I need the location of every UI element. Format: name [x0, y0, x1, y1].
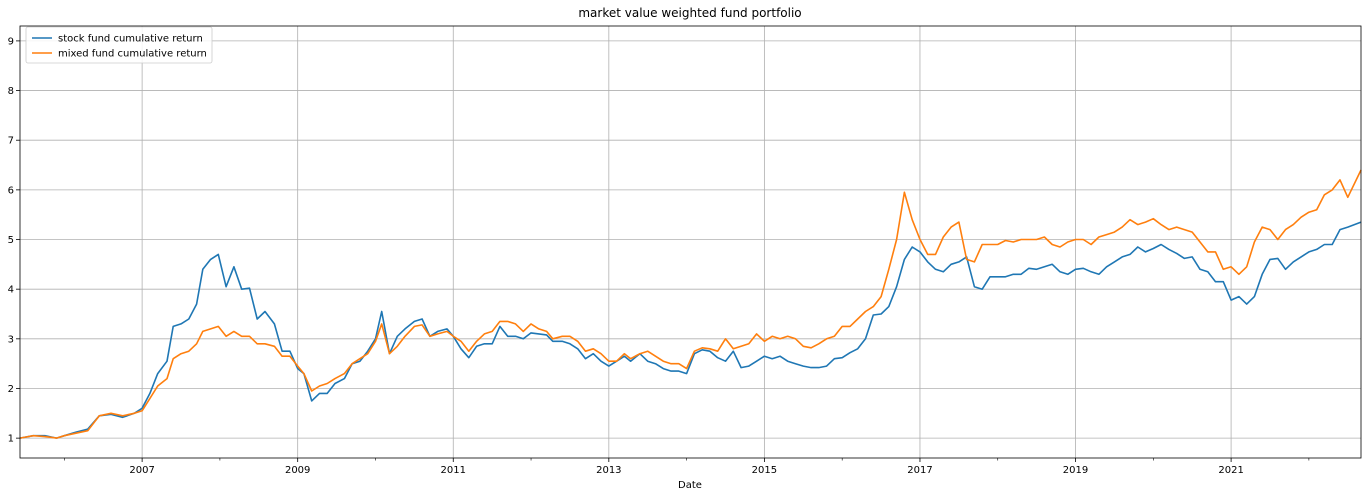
series-line-0 [19, 221, 1362, 439]
x-tick-label: 2015 [752, 465, 777, 476]
x-tick-label: 2011 [441, 465, 466, 476]
legend-frame [25, 26, 213, 64]
grid [20, 26, 1361, 458]
y-axis: 1 2 3 4 5 6 7 8 9 [8, 36, 20, 445]
y-tick-label: 1 [8, 434, 14, 445]
legend-label-stock: stock fund cumulative return [58, 34, 203, 45]
x-tick-label: 2009 [285, 465, 310, 476]
x-axis: 2007 2009 2011 2013 2015 2017 2019 2021 [64, 458, 1310, 476]
series-lines [19, 169, 1362, 439]
plot-area-frame [19, 25, 1362, 459]
y-tick-label: 8 [8, 86, 14, 97]
x-tick-label: 2007 [129, 465, 154, 476]
y-tick-label: 5 [8, 235, 14, 246]
x-tick-label: 2021 [1218, 465, 1243, 476]
x-tick-label: 2017 [907, 465, 932, 476]
x-tick-label: 2019 [1063, 465, 1088, 476]
y-tick-label: 7 [8, 136, 14, 147]
series-line-1 [19, 169, 1362, 439]
x-axis-label: Date [678, 480, 702, 491]
y-tick-label: 4 [8, 285, 14, 296]
chart-title: market value weighted fund portfolio [578, 6, 801, 20]
y-tick-label: 2 [8, 384, 14, 395]
x-tick-label: 2013 [596, 465, 621, 476]
y-tick-label: 6 [8, 185, 14, 196]
y-tick-label: 9 [8, 36, 14, 47]
legend: stock fund cumulative return mixed fund … [25, 26, 213, 64]
legend-label-mixed: mixed fund cumulative return [58, 49, 207, 60]
y-tick-label: 3 [8, 334, 14, 345]
